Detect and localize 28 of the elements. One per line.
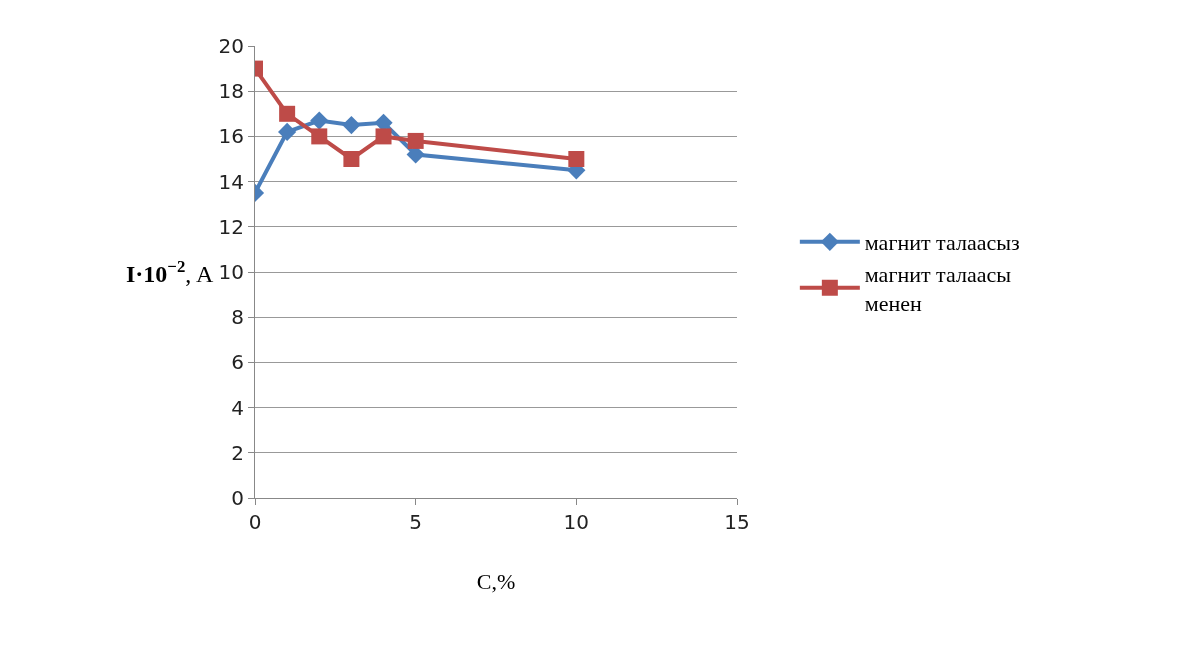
point	[568, 151, 585, 167]
y-tick-label: 20	[218, 34, 244, 58]
point	[375, 128, 392, 145]
legend-label: магнит талаасыз	[864, 230, 1020, 256]
point	[310, 111, 329, 130]
y-axis-title: I·10$^{−2}$, A	[126, 257, 214, 288]
x-tick-label: 0	[248, 510, 262, 534]
point	[407, 132, 424, 149]
x-tick-label: 10	[563, 510, 590, 534]
y-tick-label: 14	[218, 169, 244, 194]
y-tick-label: 16	[218, 124, 244, 149]
point	[279, 105, 296, 122]
y-tick-label: 18	[218, 79, 244, 104]
y-tick-label: 10	[218, 260, 244, 284]
x-tick-label: 15	[724, 510, 750, 534]
x-tick-label: 5	[409, 510, 423, 534]
y-tick-label: 12	[218, 214, 244, 239]
point	[311, 128, 328, 145]
point	[278, 122, 297, 141]
y-tick-label: 8	[231, 305, 244, 330]
y-tick-label: 0	[231, 486, 244, 510]
x-axis-title: C,%	[476, 568, 516, 594]
point	[342, 116, 361, 135]
y-tick-label: 4	[231, 395, 244, 420]
legend-label: магнит талаасы менен	[864, 261, 1012, 316]
y-tick-label: 2	[231, 440, 244, 465]
point	[343, 151, 360, 167]
y-tick-label: 6	[231, 350, 244, 375]
